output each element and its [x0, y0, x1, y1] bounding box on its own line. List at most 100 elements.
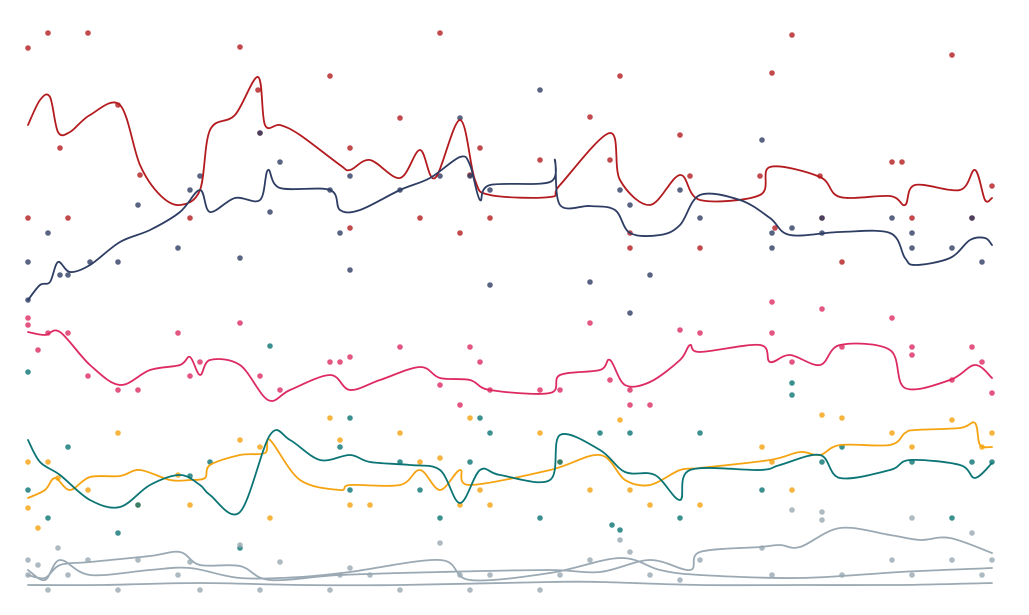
poll-point-s1-30 — [627, 202, 633, 208]
poll-point-s1-32 — [697, 215, 703, 221]
poll-point-s5-20 — [437, 540, 443, 546]
poll-point-s1-27 — [627, 310, 633, 316]
poll-point-s1-21 — [457, 115, 463, 121]
poll-point-s3-11 — [257, 444, 263, 450]
poll-point-s3-9 — [187, 502, 193, 508]
poll-point-s5-31 — [697, 557, 703, 563]
poll-point-s5-42 — [969, 530, 975, 536]
poll-point-s1-41 — [909, 245, 915, 251]
poll-point-s4-23 — [617, 527, 623, 533]
poll-point-s3-19 — [437, 455, 443, 461]
poll-point-s4-5 — [135, 502, 141, 508]
trend-line-s0 — [27, 76, 993, 207]
poll-point-s0-30 — [687, 173, 693, 179]
poll-point-s3-28 — [627, 487, 633, 493]
poll-point-s1-28 — [647, 272, 653, 278]
poll-point-s1-23 — [487, 187, 493, 193]
poll-point-s1-11 — [237, 255, 243, 261]
poll-point-s1-3 — [57, 272, 63, 278]
poll-point-s1-8 — [175, 245, 181, 251]
poll-point-s0-9 — [617, 73, 623, 79]
poll-point-s0-29 — [677, 132, 683, 138]
poll-point-s4-2 — [45, 515, 51, 521]
poll-point-s0-37 — [839, 259, 845, 265]
poll-point-s2-38 — [909, 344, 915, 350]
poll-point-s0-2 — [85, 30, 91, 36]
poll-point-s4-16 — [467, 459, 473, 465]
poll-point-s3-21 — [467, 415, 473, 421]
poll-point-s1-13 — [267, 209, 273, 215]
poll-point-s2-29 — [647, 402, 653, 408]
poll-point-s3-0 — [25, 459, 31, 465]
poll-point-s5-38 — [889, 557, 895, 563]
poll-point-s0-1 — [45, 30, 51, 36]
poll-point-s5-9 — [175, 572, 181, 578]
poll-point-s4-24 — [627, 430, 633, 436]
poll-point-s1-4 — [65, 272, 71, 278]
poll-point-s5-43 — [979, 572, 985, 578]
trend-line-s2 — [27, 329, 993, 402]
poll-point-s4-15 — [437, 515, 443, 521]
poll-point-s3-6 — [115, 430, 121, 436]
poll-point-s0-12 — [255, 87, 261, 93]
poll-point-s0-28 — [607, 157, 613, 163]
poll-point-s3-17 — [397, 430, 403, 436]
poll-point-s5-26 — [587, 557, 593, 563]
poll-point-s1-17 — [347, 267, 353, 273]
poll-point-s4-33 — [949, 515, 955, 521]
poll-point-s3-35 — [839, 415, 845, 421]
poll-point-s5-23 — [487, 572, 493, 578]
poll-point-s1-31 — [677, 187, 683, 193]
poll-point-s1-14 — [277, 159, 283, 165]
trend-line-s5 — [27, 526, 993, 582]
poll-point-s4-0 — [25, 369, 31, 375]
poll-point-s5-33 — [769, 572, 775, 578]
poll-point-s5-22 — [467, 587, 473, 593]
poll-point-s4-19 — [537, 515, 543, 521]
poll-point-s4-27 — [759, 487, 765, 493]
poll-point-s5-36 — [819, 517, 825, 523]
poll-point-s1-33 — [759, 137, 765, 143]
trend-line-s3 — [27, 421, 993, 499]
poll-point-s5-3 — [45, 587, 51, 593]
trend-line-s6 — [27, 557, 993, 582]
poll-point-s5-19 — [397, 587, 403, 593]
poll-point-s4-28 — [789, 380, 795, 386]
poll-point-s0-23 — [417, 215, 423, 221]
poll-point-s4-30 — [819, 459, 825, 465]
poll-point-s2-26 — [607, 377, 613, 383]
poll-point-s0-7 — [949, 52, 955, 58]
poll-point-s3-38 — [949, 417, 955, 423]
poll-point-s0-42 — [989, 183, 995, 189]
poll-point-s3-22 — [477, 487, 483, 493]
poll-point-s1-24 — [487, 282, 493, 288]
poll-point-s0-6 — [789, 32, 795, 38]
poll-point-s3-13 — [327, 415, 333, 421]
poll-point-s0-34 — [757, 173, 763, 179]
poll-point-s1-2 — [45, 230, 51, 236]
poll-point-s2-18 — [437, 382, 443, 388]
poll-point-s0-8 — [327, 73, 333, 79]
poll-point-s1-1 — [25, 259, 31, 265]
poll-point-s0-16 — [137, 172, 143, 178]
poll-point-s0-25 — [487, 215, 493, 221]
poll-point-s4-29 — [789, 392, 795, 398]
poll-point-s4-10 — [337, 444, 343, 450]
poll-point-s4-4 — [115, 530, 121, 536]
poll-point-s1-42 — [949, 245, 955, 251]
poll-point-s5-35 — [819, 509, 825, 515]
poll-point-s5-5 — [65, 572, 71, 578]
poll-point-s1-20 — [437, 173, 443, 179]
poll-point-s1-6 — [115, 259, 121, 265]
poll-point-s0-33 — [697, 245, 703, 251]
poll-point-s3-2 — [35, 525, 41, 531]
poll-point-s5-7 — [115, 587, 121, 593]
poll-point-s2-5 — [85, 373, 91, 379]
poll-point-s5-24 — [537, 587, 543, 593]
poll-point-s3-18 — [417, 459, 423, 465]
poll-point-s4-1 — [25, 487, 31, 493]
poll-point-s5-41 — [949, 557, 955, 563]
poll-point-s2-31 — [697, 330, 703, 336]
poll-point-s3-31 — [759, 444, 765, 450]
poll-point-s2-30 — [677, 327, 683, 333]
